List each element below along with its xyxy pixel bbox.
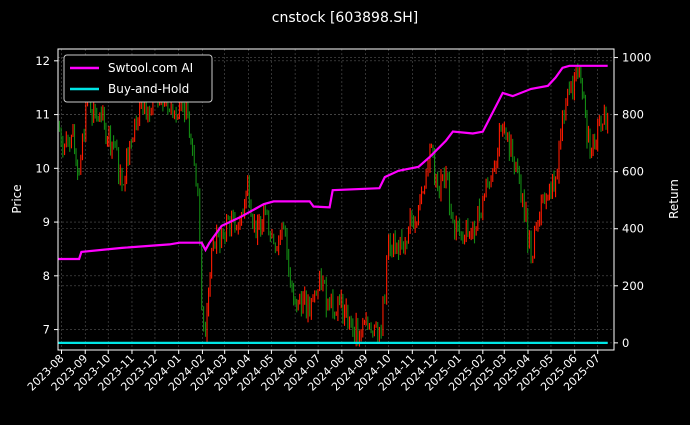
y-tick-label-right: 800 xyxy=(622,108,644,122)
y-tick-label-left: 10 xyxy=(35,161,50,175)
candlesticks xyxy=(58,63,609,347)
strategy-return-line xyxy=(57,64,608,261)
y-tick-label-left: 7 xyxy=(43,323,50,337)
legend-label-benchmark: Buy-and-Hold xyxy=(108,82,189,96)
y-tick-label-right: 1000 xyxy=(622,51,651,65)
legend: Swtool.com AI Buy-and-Hold xyxy=(63,54,213,103)
y-tick-label-right: 600 xyxy=(622,165,644,179)
y-tick-label-left: 12 xyxy=(35,54,50,68)
y-tick-label-left: 11 xyxy=(35,108,50,122)
y-tick-label-left: 8 xyxy=(43,269,50,283)
legend-box xyxy=(63,54,213,103)
y-axis-left-label: Price xyxy=(10,184,24,213)
y-tick-label-right: 400 xyxy=(622,222,644,236)
y-tick-label-left: 9 xyxy=(43,215,50,229)
series-lines xyxy=(57,64,608,344)
y-tick-label-right: 200 xyxy=(622,279,644,293)
chart-title: cnstock [603898.SH] xyxy=(272,10,418,26)
legend-label-strategy: Swtool.com AI xyxy=(108,61,193,75)
y-axis-right-label: Return xyxy=(667,179,681,219)
y-tick-label-right: 0 xyxy=(622,336,629,350)
plot-frame xyxy=(57,48,615,351)
